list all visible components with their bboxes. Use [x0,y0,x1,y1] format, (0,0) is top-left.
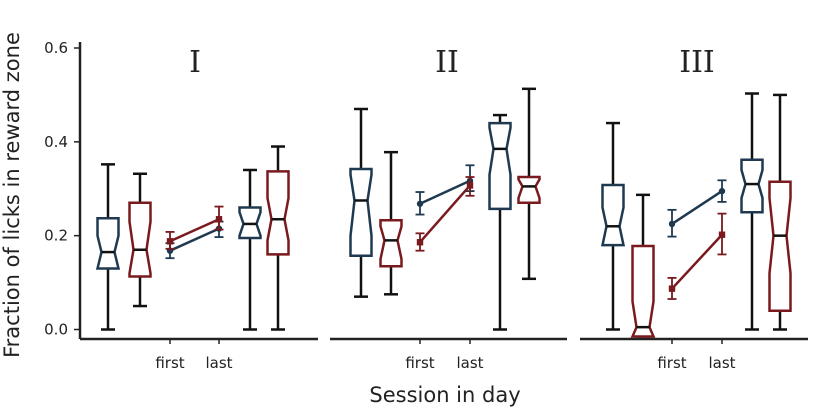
y-tick-label: 0.2 [44,227,68,245]
y-tick-label: 0.4 [44,133,68,151]
panel-title: II [435,45,459,80]
box-red [266,170,290,256]
series-line-navy [419,179,471,205]
x-tick-label-last: last [456,354,483,372]
series-line-navy [671,190,723,225]
x-tick-label-first: first [657,354,686,372]
box-red [630,244,656,338]
y-tick-label: 0.0 [44,321,68,339]
series-line-red [169,218,220,243]
data-point-square [215,216,223,223]
x-tick-label-first: first [405,354,434,372]
box-navy [740,158,764,214]
panel-title: III [679,45,715,80]
box-navy [600,183,626,247]
box-red [517,175,541,205]
box-red [128,201,152,278]
data-point-square [416,239,424,246]
series-line-red [671,233,723,290]
x-tick-label-first: first [155,354,184,372]
y-tick-label: 0.6 [44,39,68,57]
box-navy [488,121,512,211]
data-point-circle [668,220,676,228]
box-red [379,218,403,268]
box-navy [95,217,121,270]
panel-title: I [189,45,201,80]
series-line-navy [169,227,220,252]
data-point-square [166,238,174,245]
box-red [768,180,792,312]
x-tick-label-last: last [205,354,232,372]
data-point-square [466,182,474,189]
x-tick-label-last: last [708,354,735,372]
data-point-square [718,231,726,238]
data-point-circle [416,200,424,207]
series-line-red [419,184,471,244]
x-axis-label: Session in day [369,383,520,407]
box-navy [349,167,373,258]
y-axis-label: Fraction of licks in reward zone [0,32,24,358]
data-point-square [668,285,676,292]
data-point-circle [718,187,726,195]
